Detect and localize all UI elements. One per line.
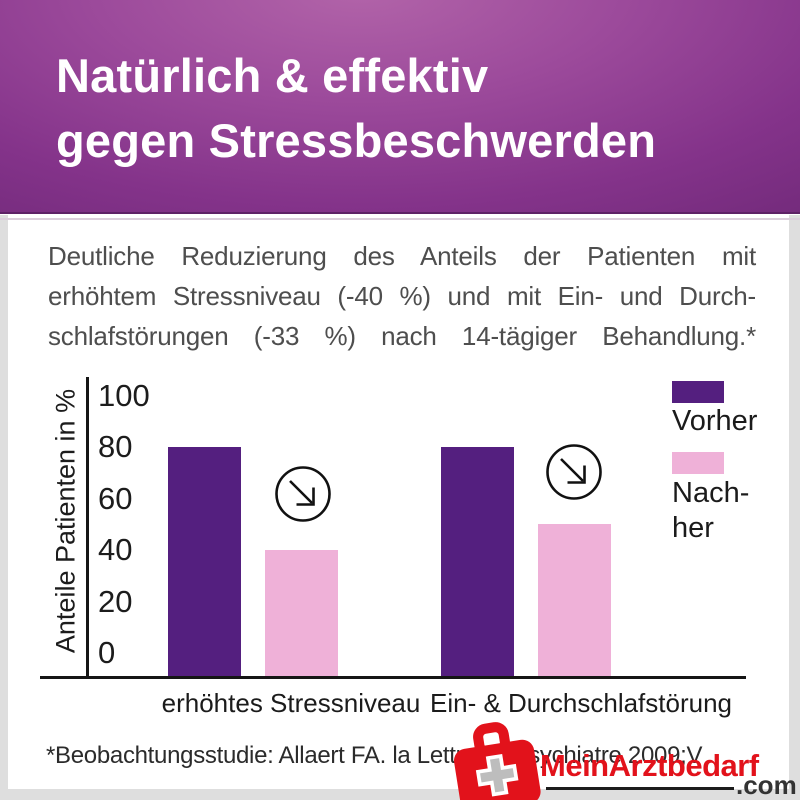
- bar-vorher-group1: [168, 447, 241, 676]
- page-title-line1: Natürlich & effektiv: [56, 49, 489, 102]
- bar-nachher-group2: [538, 524, 611, 676]
- y-tick-label: 0: [98, 635, 116, 670]
- study-footnote: *Beobachtungsstudie: Allaert FA. la Lett…: [46, 742, 703, 769]
- decrease-arrow-icon: [546, 444, 602, 500]
- x-axis-line: [40, 676, 746, 679]
- intro-line: erhöhtem Stressniveau (-40 %) und mit Ei…: [48, 281, 756, 311]
- page-title-line2: gegen Stressbeschwerden: [56, 114, 657, 167]
- header-divider: [0, 218, 800, 220]
- bar-vorher-group2: [441, 447, 514, 676]
- intro-paragraph: Deutliche Reduzierung des Anteils der Pa…: [48, 236, 756, 356]
- y-tick-label: 100: [98, 377, 150, 413]
- decrease-arrow-icon: [275, 466, 331, 522]
- header-banner: Natürlich & effektiv gegen Stressbeschwe…: [0, 0, 800, 214]
- legend-label-vorher: Vorher: [672, 405, 758, 437]
- page-edge-right: [789, 215, 800, 800]
- legend-swatch-nachher: [672, 452, 724, 474]
- x-category-label: Ein- & Durchschlafstörung: [429, 688, 733, 718]
- y-tick-label: 60: [98, 480, 133, 516]
- page-edge-bottom: [0, 789, 800, 800]
- x-category-label: erhöhtes Stressniveau: [161, 688, 421, 718]
- y-tick-label: 20: [98, 583, 133, 619]
- intro-line: Deutliche Reduzierung des Anteils der Pa…: [48, 241, 756, 271]
- bar-nachher-group1: [265, 550, 338, 676]
- y-axis-line: [86, 377, 89, 678]
- y-tick-label: 80: [98, 429, 133, 464]
- y-tick-label: 40: [98, 532, 133, 567]
- page-edge-left: [0, 215, 8, 800]
- legend-swatch-vorher: [672, 381, 724, 403]
- intro-line: schlafstörungen (-33 %) nach 14-tägiger …: [48, 321, 756, 351]
- legend-label-nachher: Nach- her: [672, 477, 750, 544]
- y-axis-label: Anteile Patienten in %: [50, 388, 81, 654]
